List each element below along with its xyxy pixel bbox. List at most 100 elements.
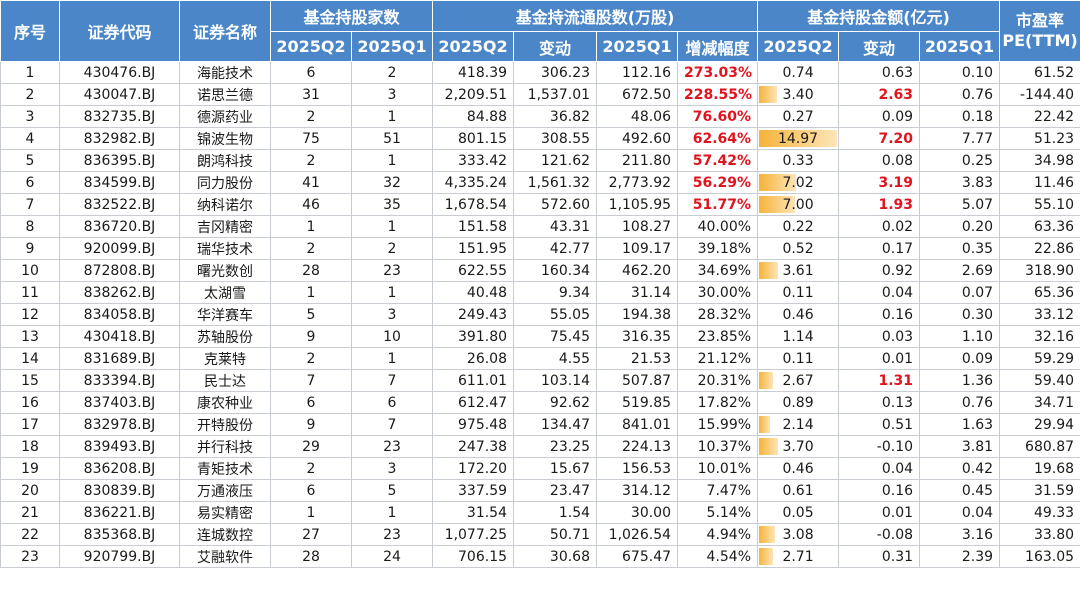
growth-cell: 4.54% xyxy=(677,545,759,568)
holders-q1-cell: 1 xyxy=(350,149,434,172)
holders-q1-cell: 10 xyxy=(350,325,434,348)
value-q2-cell: 0.33 xyxy=(757,149,840,172)
value-q2-cell: 3.08 xyxy=(757,523,840,546)
growth-cell: 10.01% xyxy=(677,457,759,480)
growth-cell: 228.55% xyxy=(677,83,759,106)
shares-q1-cell: 1,105.95 xyxy=(596,193,679,216)
value-q2-cell: 0.52 xyxy=(757,237,840,260)
table-row: 21 836221.BJ 易实精密 1 1 31.54 1.54 30.00 5.14% 0.05… xyxy=(0,501,1080,524)
code-cell: 836720.BJ xyxy=(59,215,180,238)
code-cell: 834599.BJ xyxy=(59,171,180,194)
rank-cell: 1 xyxy=(0,61,60,84)
rank-cell: 23 xyxy=(0,545,60,568)
growth-cell: 40.00% xyxy=(677,215,759,238)
pe-cell: 33.80 xyxy=(999,523,1080,546)
holders-q2-cell: 28 xyxy=(270,545,352,568)
pe-cell: 51.23 xyxy=(999,127,1080,150)
shares-change-cell: 160.34 xyxy=(513,259,598,282)
growth-cell: 39.18% xyxy=(677,237,759,260)
value-q1-cell: 0.76 xyxy=(919,391,1001,414)
value-q2-cell: 2.67 xyxy=(757,369,840,392)
table-row: 16 837403.BJ 康农种业 6 6 612.47 92.62 519.85 17.82%… xyxy=(0,391,1080,414)
value-change-cell: 0.16 xyxy=(838,479,921,502)
code-cell: 430476.BJ xyxy=(59,61,180,84)
rank-cell: 8 xyxy=(0,215,60,238)
name-cell: 海能技术 xyxy=(179,61,271,84)
shares-q2-cell: 172.20 xyxy=(432,457,515,480)
holders-q2-cell: 2 xyxy=(270,347,352,370)
shares-change-cell: 103.14 xyxy=(513,369,598,392)
name-cell: 连城数控 xyxy=(179,523,271,546)
header-code: 证券代码 xyxy=(59,0,180,62)
shares-q1-cell: 30.00 xyxy=(596,501,679,524)
shares-q2-cell: 84.88 xyxy=(432,105,515,128)
holders-q1-cell: 23 xyxy=(350,435,434,458)
shares-q1-cell: 672.50 xyxy=(596,83,679,106)
name-cell: 万通液压 xyxy=(179,479,271,502)
value-q2-cell: 3.40 xyxy=(757,83,840,106)
rank-cell: 5 xyxy=(0,149,60,172)
shares-q1-cell: 316.35 xyxy=(596,325,679,348)
shares-q2-cell: 611.01 xyxy=(432,369,515,392)
pe-cell: 318.90 xyxy=(999,259,1080,282)
value-q1-cell: 0.30 xyxy=(919,303,1001,326)
pe-cell: 11.46 xyxy=(999,171,1080,194)
value-q1-cell: 0.10 xyxy=(919,61,1001,84)
name-cell: 并行科技 xyxy=(179,435,271,458)
name-cell: 开特股份 xyxy=(179,413,271,436)
header-holders-group: 基金持股家数 xyxy=(269,0,434,32)
code-cell: 832982.BJ xyxy=(59,127,180,150)
holders-q2-cell: 2 xyxy=(270,149,352,172)
value-q2-text: 2.14 xyxy=(782,416,814,433)
shares-q1-cell: 462.20 xyxy=(596,259,679,282)
rank-cell: 17 xyxy=(0,413,60,436)
value-bar xyxy=(759,526,776,543)
value-q2-text: 0.33 xyxy=(782,152,814,169)
holders-q2-cell: 31 xyxy=(270,83,352,106)
code-cell: 838262.BJ xyxy=(59,281,180,304)
shares-change-cell: 30.68 xyxy=(513,545,598,568)
shares-q1-cell: 194.38 xyxy=(596,303,679,326)
holders-q1-cell: 32 xyxy=(350,171,434,194)
value-q2-cell: 7.00 xyxy=(757,193,840,216)
pe-cell: 59.40 xyxy=(999,369,1080,392)
name-cell: 民士达 xyxy=(179,369,271,392)
value-bar xyxy=(759,86,777,103)
value-q2-cell: 0.11 xyxy=(757,281,840,304)
shares-q2-cell: 1,678.54 xyxy=(432,193,515,216)
name-cell: 太湖雪 xyxy=(179,281,271,304)
value-q2-text: 0.61 xyxy=(782,482,814,499)
value-change-cell: 0.03 xyxy=(838,325,921,348)
value-q2-cell: 0.46 xyxy=(757,457,840,480)
value-change-cell: 1.31 xyxy=(838,369,921,392)
growth-cell: 23.85% xyxy=(677,325,759,348)
pe-cell: 63.36 xyxy=(999,215,1080,238)
shares-change-cell: 121.62 xyxy=(513,149,598,172)
value-q1-cell: 0.25 xyxy=(919,149,1001,172)
code-cell: 832735.BJ xyxy=(59,105,180,128)
rank-cell: 7 xyxy=(0,193,60,216)
shares-change-cell: 23.47 xyxy=(513,479,598,502)
value-change-cell: 0.31 xyxy=(838,545,921,568)
growth-cell: 20.31% xyxy=(677,369,759,392)
header-pe-line2: PE(TTM) xyxy=(1002,31,1078,50)
holders-q2-cell: 41 xyxy=(270,171,352,194)
code-cell: 836208.BJ xyxy=(59,457,180,480)
table-row: 7 832522.BJ 纳科诺尔 46 35 1,678.54 572.60 1,105.95… xyxy=(0,193,1080,216)
holders-q1-cell: 3 xyxy=(350,83,434,106)
shares-change-cell: 50.71 xyxy=(513,523,598,546)
rank-cell: 18 xyxy=(0,435,60,458)
value-q2-text: 0.46 xyxy=(782,306,814,323)
holders-q2-cell: 46 xyxy=(270,193,352,216)
value-q2-text: 0.11 xyxy=(782,350,814,367)
rank-cell: 13 xyxy=(0,325,60,348)
table-row: 3 832735.BJ 德源药业 2 1 84.88 36.82 48.06 76.60% 0.2… xyxy=(0,105,1080,128)
table-row: 10 872808.BJ 曙光数创 28 23 622.55 160.34 462.20 34.… xyxy=(0,259,1080,282)
code-cell: 832522.BJ xyxy=(59,193,180,216)
value-change-cell: -0.10 xyxy=(838,435,921,458)
value-q2-text: 2.67 xyxy=(782,372,814,389)
holders-q1-cell: 7 xyxy=(350,369,434,392)
value-q2-text: 0.46 xyxy=(782,460,814,477)
table-row: 8 836720.BJ 吉冈精密 1 1 151.58 43.31 108.27 40.00% 0… xyxy=(0,215,1080,238)
growth-cell: 21.12% xyxy=(677,347,759,370)
